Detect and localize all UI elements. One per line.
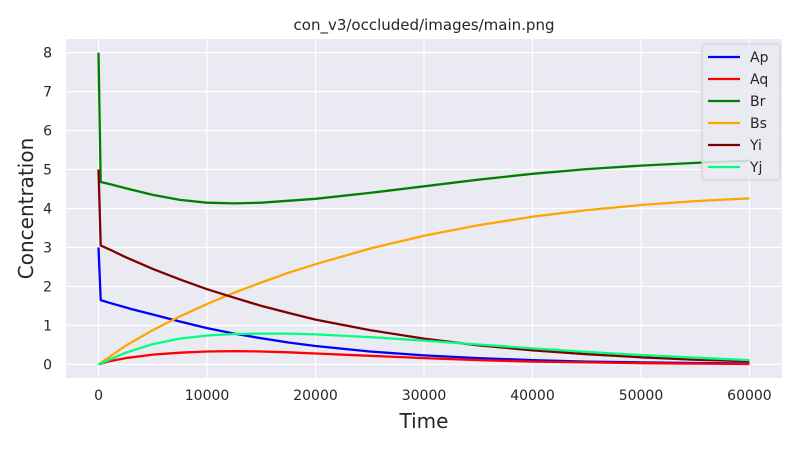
series-line-aq [98,349,750,366]
legend-label: Aq [750,72,768,88]
series-line-yj [98,332,750,366]
legend-label: Bs [750,116,767,132]
x-tick-label: 60000 [727,388,772,404]
y-tick-label: 0 [43,357,52,373]
legend: Ap Aq Br Bs Yi Yj [701,43,781,181]
series-line-yi [97,169,750,363]
y-tick-label: 1 [43,318,52,334]
series-line-br [97,52,750,205]
series-lines [97,52,750,366]
y-tick-label: 5 [43,163,52,179]
y-axis-label: Concentration [14,138,38,279]
chart-title: con_v3/occluded/images/main.png [294,16,555,35]
x-tick-label: 10000 [185,388,230,404]
x-tick-label: 40000 [510,388,555,404]
x-tick-label: 30000 [402,388,447,404]
y-tick-labels: 0 1 2 3 4 5 6 7 8 [43,46,52,374]
y-tick-label: 6 [43,124,52,140]
series-line-bs [97,197,750,366]
legend-label: Br [750,94,766,110]
legend-label: Yj [749,160,762,176]
x-tick-label: 0 [94,388,103,404]
x-tick-label: 50000 [619,388,664,404]
y-tick-label: 2 [43,279,52,295]
y-tick-label: 7 [43,85,52,101]
x-axis-label: Time [399,409,449,433]
y-tick-label: 3 [43,240,52,256]
y-tick-label: 4 [43,202,52,218]
x-tick-labels: 0 10000 20000 30000 40000 50000 60000 [94,388,772,404]
legend-label: Ap [750,50,769,66]
y-tick-label: 8 [43,46,52,62]
legend-label: Yi [749,138,762,154]
x-tick-label: 20000 [293,388,338,404]
